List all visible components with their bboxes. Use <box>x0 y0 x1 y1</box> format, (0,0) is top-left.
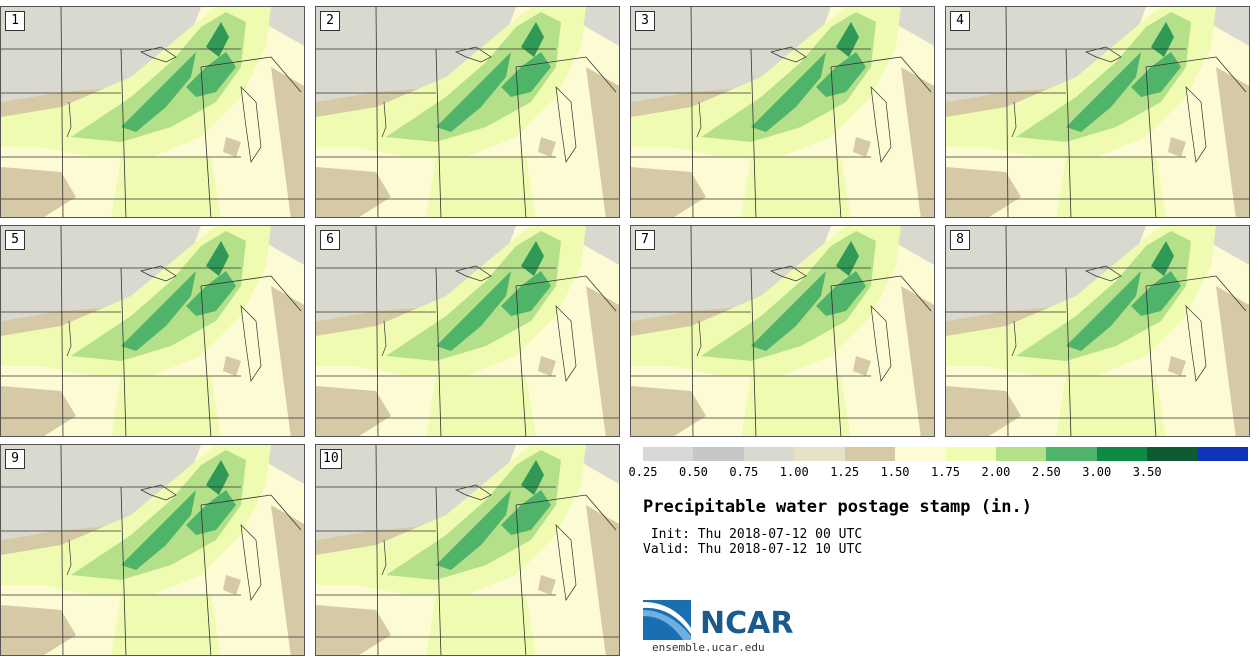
precip-map-8 <box>946 226 1249 436</box>
color-scale-tick: 2.00 <box>981 465 1011 479</box>
init-time: Init: Thu 2018-07-12 00 UTC <box>643 527 863 542</box>
stamp-number: 10 <box>320 449 342 469</box>
ncar-wordmark: NCAR <box>700 606 794 641</box>
stamp-number: 2 <box>320 11 340 31</box>
ncar-logo-icon <box>643 600 691 640</box>
color-swatch <box>1046 447 1097 461</box>
stamp-number: 6 <box>320 230 340 250</box>
stamp-panel-5: 5 <box>0 225 305 437</box>
color-swatch <box>945 447 996 461</box>
stamp-number: 9 <box>5 449 25 469</box>
color-swatch <box>794 447 845 461</box>
precip-map-6 <box>316 226 619 436</box>
color-scale-tick: 0.50 <box>678 465 708 479</box>
stamp-number: 4 <box>950 11 970 31</box>
color-scale-tick: 3.00 <box>1082 465 1112 479</box>
color-swatch <box>693 447 744 461</box>
stamp-number: 3 <box>635 11 655 31</box>
precip-map-2 <box>316 7 619 217</box>
color-scale-ticks: 0.25 0.50 0.75 1.00 1.25 1.50 1.75 2.00 2.50 3.00… <box>629 465 1248 481</box>
color-scale-tick: 1.75 <box>931 465 960 479</box>
stamp-number: 1 <box>5 11 25 31</box>
color-scale-bar <box>643 447 1249 461</box>
stamp-panel-6: 6 <box>315 225 620 437</box>
precip-map-9 <box>1 445 304 655</box>
precip-map-5 <box>1 226 304 436</box>
valid-time: Valid: Thu 2018-07-12 10 UTC <box>643 542 863 557</box>
color-swatch <box>1197 447 1249 461</box>
stamp-panel-1: 1 <box>0 6 305 218</box>
chart-title: Precipitable water postage stamp (in.) <box>643 497 1032 517</box>
color-swatch <box>1147 447 1198 461</box>
color-scale-tick: 0.25 <box>628 465 658 479</box>
color-scale-tick: 2.50 <box>1031 465 1061 479</box>
stamp-panel-4: 4 <box>945 6 1250 218</box>
stamp-number: 5 <box>5 230 25 250</box>
color-scale-tick: 1.50 <box>880 465 910 479</box>
stamp-panel-9: 9 <box>0 444 305 656</box>
color-swatch <box>995 447 1047 461</box>
stamp-number: 8 <box>950 230 970 250</box>
color-scale-tick: 1.00 <box>779 465 809 479</box>
precip-map-10 <box>316 445 619 655</box>
precip-map-7 <box>631 226 934 436</box>
site-url: ensemble.ucar.edu <box>652 641 765 654</box>
precip-map-3 <box>631 7 934 217</box>
color-swatch <box>1096 447 1148 461</box>
color-swatch <box>643 447 694 461</box>
stamp-panel-3: 3 <box>630 6 935 218</box>
color-swatch <box>743 447 795 461</box>
color-scale-tick: 1.25 <box>830 465 860 479</box>
stamp-panel-10: 10 <box>315 444 620 656</box>
stamp-panel-2: 2 <box>315 6 620 218</box>
stamp-panel-8: 8 <box>945 225 1250 437</box>
precip-map-1 <box>1 7 304 217</box>
stamp-number: 7 <box>635 230 655 250</box>
color-swatch <box>844 447 896 461</box>
color-scale-tick: 0.75 <box>729 465 759 479</box>
precip-map-4 <box>946 7 1249 217</box>
stamp-panel-7: 7 <box>630 225 935 437</box>
color-swatch <box>895 447 946 461</box>
color-scale-tick: 3.50 <box>1132 465 1162 479</box>
